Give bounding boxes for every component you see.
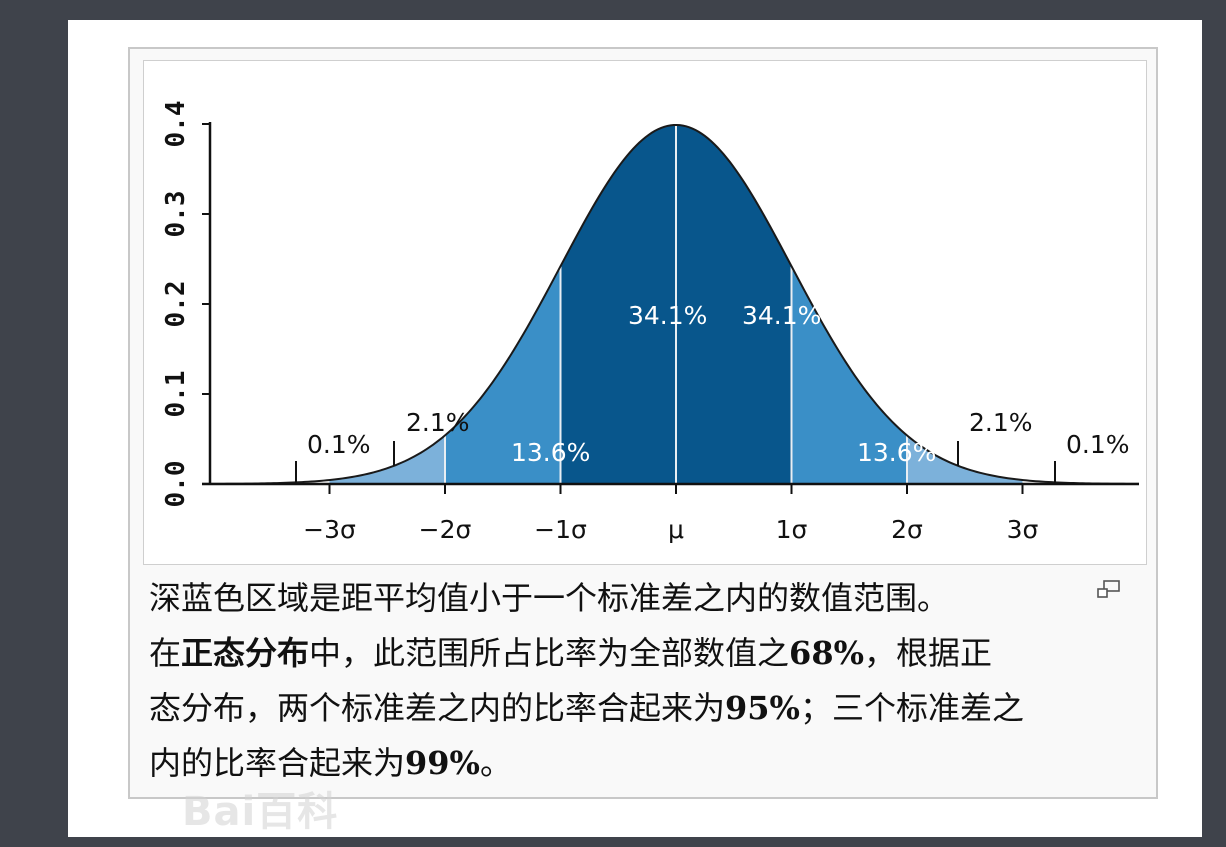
x-tick-label: 3σ	[1007, 515, 1039, 544]
watermark-logo: Bai百科	[182, 789, 339, 835]
region-percent-label: 0.1%	[1066, 430, 1130, 459]
caption-line-1: 深蓝色区域是距平均值小于一个标准差之内的数值范围。	[149, 579, 950, 617]
x-tick-label: −3σ	[303, 515, 356, 544]
enlarge-icon[interactable]	[1096, 579, 1122, 601]
region-percent-label: 13.6%	[857, 438, 936, 467]
x-tick-label: −1σ	[534, 515, 587, 544]
caption-line-2: 在正态分布中，此范围所占比率为全部数值之68%，根据正	[149, 634, 992, 672]
region-area-6	[907, 435, 1023, 484]
region-area-1	[329, 435, 445, 484]
chart-frame: 0.0 0.1 0.2 0.3 0.4 −3σ −2σ −1σ μ 1σ 2σ 3σ 0.1% 2.1% 1…	[143, 60, 1147, 565]
y-tick-label: 0.3	[161, 191, 191, 238]
figure-box: 0.0 0.1 0.2 0.3 0.4 −3σ −2σ −1σ μ 1σ 2σ 3σ 0.1% 2.1% 1…	[128, 47, 1158, 835]
region-percent-label: 2.1%	[406, 408, 470, 437]
x-tick-label: 2σ	[891, 515, 923, 544]
x-tick-label: −2σ	[419, 515, 472, 544]
density-curve	[201, 123, 1140, 485]
y-tick-label: 0.2	[161, 281, 191, 328]
y-tick-label: 0.1	[161, 371, 191, 418]
region-percent-label: 2.1%	[969, 408, 1033, 437]
figure-caption: 深蓝色区域是距平均值小于一个标准差之内的数值范围。 在正态分布中，此范围所占比率…	[149, 571, 1124, 791]
content-card: 0.0 0.1 0.2 0.3 0.4 −3σ −2σ −1σ μ 1σ 2σ 3σ 0.1% 2.1% 1…	[68, 20, 1202, 837]
normal-distribution-chart: 0.0 0.1 0.2 0.3 0.4 −3σ −2σ −1σ μ 1σ 2σ 3σ 0.1% 2.1% 1…	[161, 101, 1140, 544]
y-tick-label: 0.4	[161, 101, 191, 148]
x-tick-label: 1σ	[776, 515, 808, 544]
y-tick-label: 0.0	[161, 461, 191, 508]
caption-line-3: 态分布，两个标准差之内的比率合起来为95%；三个标准差之	[149, 689, 1024, 727]
region-percent-label: 34.1%	[742, 301, 821, 330]
caption-line-4: 内的比率合起来为99%。	[149, 744, 512, 782]
region-percent-label: 0.1%	[307, 430, 371, 459]
x-tick-label: μ	[668, 515, 684, 544]
normal-distribution-link[interactable]: 正态分布	[181, 634, 310, 672]
region-percent-label: 34.1%	[628, 301, 707, 330]
region-percent-label: 13.6%	[511, 438, 590, 467]
